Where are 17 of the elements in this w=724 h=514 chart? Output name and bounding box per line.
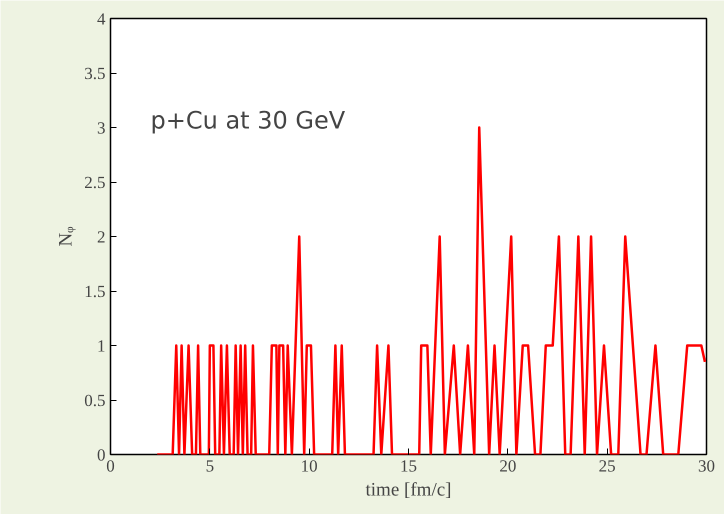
y-tick-label: 3 [97, 118, 106, 138]
x-tick-label: 30 [698, 456, 715, 476]
x-tick-label: 10 [300, 456, 318, 476]
x-axis-title: time [fm/c] [366, 480, 452, 500]
annotation: p+Cu at 30 GeV [150, 106, 346, 134]
y-tick-label: 2 [97, 228, 106, 246]
y-tick-label: 3.5 [84, 64, 106, 83]
x-tick-label: 15 [400, 456, 417, 476]
y-tick-label: 4 [97, 10, 106, 28]
x-tick-label: 20 [499, 456, 516, 476]
x-tick-label: 5 [206, 456, 214, 476]
y-tick-label: 1.5 [84, 282, 106, 301]
y-tick-label: 0.5 [84, 391, 106, 410]
y-axis-title: Nᵩ [55, 226, 76, 247]
y-tick-label: 2.5 [84, 173, 106, 192]
y-tick-label: 1 [97, 336, 106, 356]
x-tick-label: 25 [598, 456, 616, 476]
